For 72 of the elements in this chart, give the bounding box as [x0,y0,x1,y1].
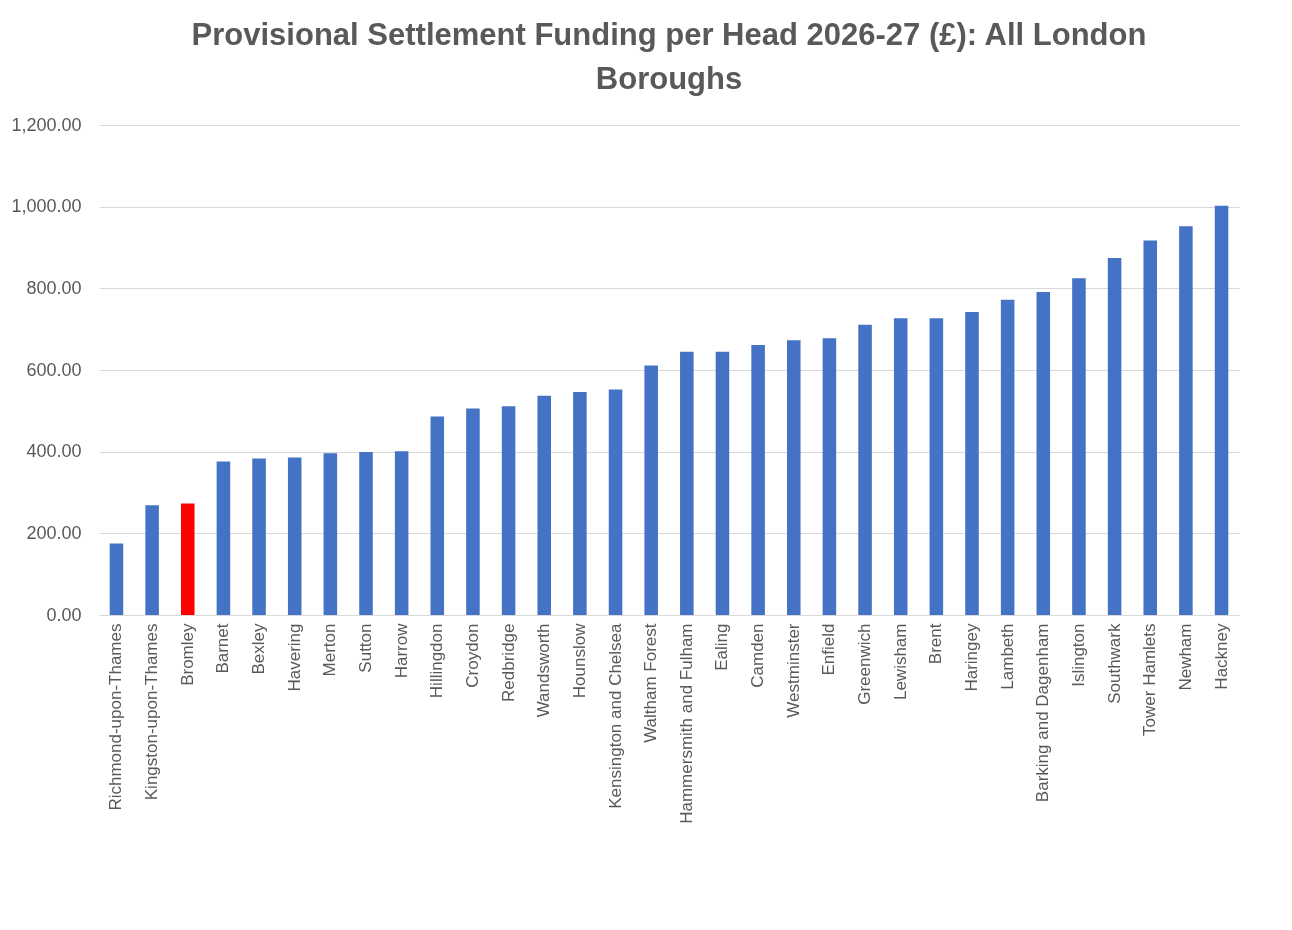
y-tick-label: 800.00 [26,277,82,298]
y-tick-label: 200.00 [26,522,82,543]
x-tick-label: Westminster [783,623,803,718]
x-tick-label: Harrow [391,622,411,679]
x-tick-label: Kingston-upon-Thames [142,623,162,801]
bar [1000,299,1015,615]
x-tick-label: Richmond-upon-Thames [106,623,126,811]
x-tick-label: Tower Hamlets [1140,623,1160,736]
x-tick-label: Lambeth [997,623,1017,690]
bar [1036,292,1051,615]
bar [822,338,837,615]
bar [501,406,516,615]
chart-title: Provisional Settlement Funding per Head 2026-27 (£): All London Boroughs [191,17,1147,96]
x-tick-label: Barking and Dagenham [1033,623,1053,803]
bar [323,453,338,615]
x-tick-label: Waltham Forest [641,623,661,743]
bar [965,312,979,615]
bar [359,452,373,615]
x-tick-label: Enfield [819,623,839,676]
bar [394,451,409,615]
x-tick-label: Wandsworth [534,623,554,718]
y-tick-label: 1,000.00 [11,196,82,217]
bar [1214,205,1229,615]
bar [893,318,908,615]
x-tick-label: Greenwich [855,623,875,705]
bar [466,408,480,615]
bar [430,416,445,615]
bar [1179,226,1193,615]
bar [216,461,231,615]
x-tick-label: Bexley [249,623,269,675]
x-tick-label: Kensington and Chelsea [605,622,625,809]
x-tick-label: Camden [748,623,768,688]
bar [537,395,552,615]
x-tick-label: Hammersmith and Fulham [676,623,696,824]
x-tick-label: Ealing [712,623,732,671]
x-tick-label: Islington [1068,623,1088,687]
x-tick-label: Brent [926,623,946,665]
bar [680,351,694,615]
bar [786,340,801,615]
bar [252,458,266,615]
x-tick-label: Newham [1175,623,1195,691]
bar [573,392,587,615]
bar [715,351,730,615]
bar [145,505,159,615]
x-tick-label: Hounslow [569,622,589,699]
x-tick-label: Croydon [462,623,482,688]
y-tick-label: 1,200.00 [11,114,82,135]
y-tick-label: 400.00 [26,441,82,462]
bar [1143,240,1158,615]
bar [109,543,124,615]
y-tick-label: 0.00 [46,604,82,625]
bar [1107,258,1122,615]
x-tick-label: Barnet [213,623,233,674]
x-tick-label: Redbridge [498,623,518,702]
bar [1072,278,1086,615]
x-tick-label: Southwark [1104,623,1124,704]
bar [644,365,658,615]
x-tick-label: Bromley [177,623,197,686]
x-tick-label: Merton [320,623,340,677]
bar [608,389,623,615]
x-tick-label: Havering [284,623,304,692]
y-tick-label: 600.00 [26,359,82,380]
bar [929,318,944,615]
x-tick-label: Hillingdon [427,623,447,699]
bar [858,324,872,615]
bar [287,457,302,615]
x-tick-label: Lewisham [890,623,910,701]
x-tick-label: Haringey [962,623,981,692]
bar [751,345,765,615]
x-tick-label: Sutton [356,623,375,673]
bar [180,503,195,615]
x-tick-label: Hackney [1211,623,1231,690]
